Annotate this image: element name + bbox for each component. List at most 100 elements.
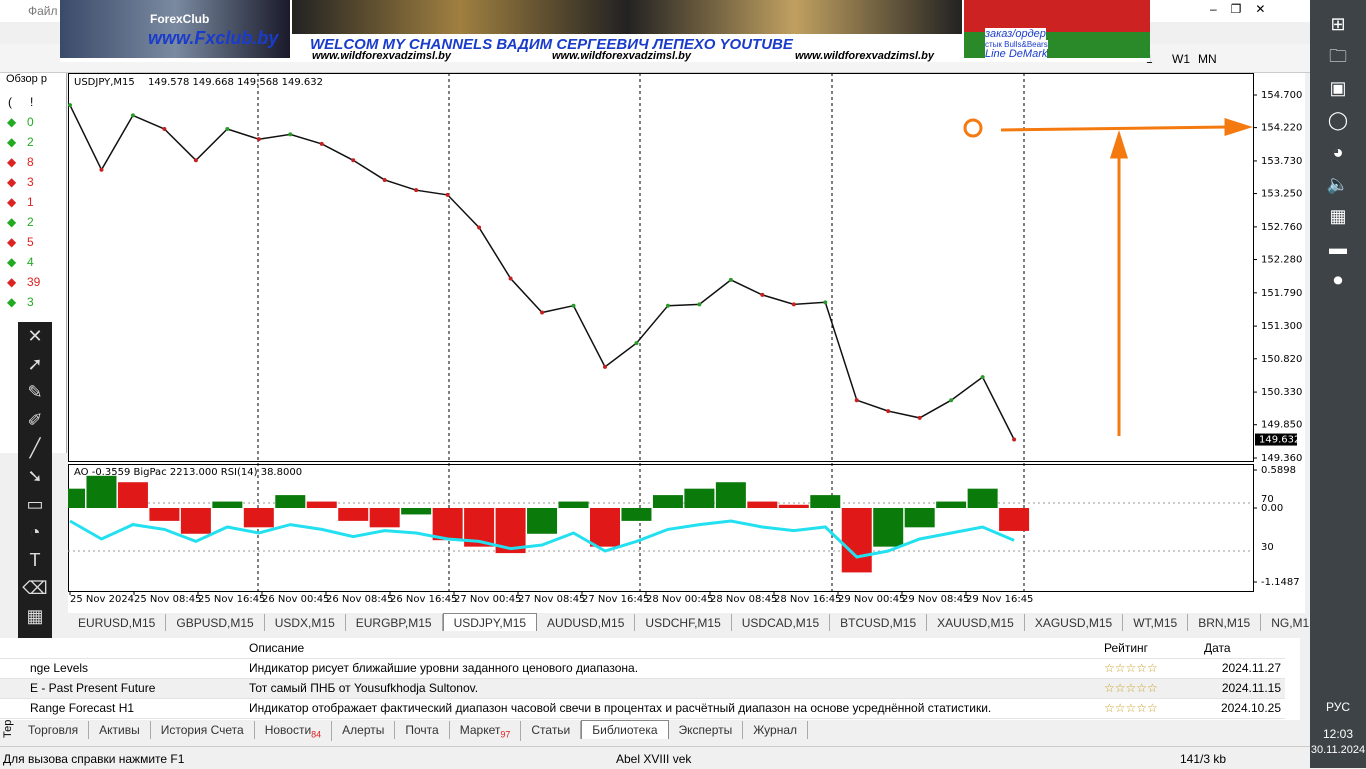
terminal-tab[interactable]: Статьи (521, 721, 582, 739)
symbol-tab[interactable]: USDCHF,M15 (635, 614, 732, 631)
x-tick-label: 29 Nov 16:45 (966, 594, 1033, 605)
mw-value[interactable]: 3 (27, 175, 34, 189)
mw-value[interactable]: 5 (27, 235, 34, 249)
period[interactable]: MN (1198, 52, 1217, 66)
price-point (665, 303, 670, 308)
tool-icons[interactable]: ✕➚✎✐╱➘▭◔T⌫▦—↔ (22, 326, 48, 682)
ao-bar (117, 482, 148, 508)
x-tick-label: 28 Nov 08:45 (710, 594, 777, 605)
taskbar-time[interactable]: 12:03 (1322, 727, 1354, 741)
mw-arrow: ◆ (7, 255, 17, 269)
tab-label: Журнал (753, 723, 798, 737)
banner-side: Line DeMark (985, 48, 1048, 60)
terminal-tab[interactable]: История Счета (151, 721, 255, 739)
status-bar: Для вызова справки нажмите F1 Abel XVIII… (0, 746, 1310, 769)
x-tick-label: 26 Nov 16:45 (390, 594, 457, 605)
terminal-tab[interactable]: Новости84 (255, 721, 333, 742)
ao-bar (306, 501, 337, 508)
rsi-tick-label: 30 (1261, 542, 1274, 553)
ao-bar (149, 507, 180, 521)
symbol-tab[interactable]: USDJPY,M15 (442, 613, 538, 631)
ao-bar (621, 507, 652, 521)
terminal-tab[interactable]: Эксперты (669, 721, 744, 739)
price-point (414, 188, 419, 193)
mw-value[interactable]: 8 (27, 155, 34, 169)
terminal-tab[interactable]: Маркет97 (450, 721, 522, 742)
column-header[interactable]: Рейтинг (1100, 638, 1200, 659)
symbol-tab[interactable]: EURGBP,M15 (346, 614, 443, 631)
x-tick-label: 29 Nov 08:45 (902, 594, 969, 605)
column-header[interactable]: Дата (1200, 638, 1285, 659)
x-tick-label: 26 Nov 00:45 (262, 594, 329, 605)
banner-link[interactable]: www.wildforexvadzimsl.by (795, 50, 934, 62)
terminal-tab[interactable]: Журнал (743, 721, 809, 739)
symbol-tab[interactable]: XAUUSD,M15 (927, 614, 1025, 631)
x-tick-label: 28 Nov 00:45 (646, 594, 713, 605)
rsi-tick-label: 70 (1261, 494, 1274, 505)
y-tick-label: 153.730 (1261, 156, 1302, 167)
symbol-tab[interactable]: GBPUSD,M15 (166, 614, 265, 631)
indicator-tick-label: 0.5898 (1261, 465, 1296, 476)
menu-file[interactable]: Файл (28, 4, 58, 18)
x-tick-label: 27 Nov 16:45 (582, 594, 649, 605)
price-point (697, 302, 702, 307)
symbol-tab[interactable]: AUDUSD,M15 (537, 614, 636, 631)
x-tick-label: 25 Nov 16:45 (198, 594, 265, 605)
symbol-tab[interactable]: NG,M15 (1261, 614, 1310, 631)
taskbar: ⊞ 🗀 ▣ ◯ ◕ 🔈 ▦ ▬ ⏺ РУС 12:03 30.11.2024 (1310, 0, 1366, 768)
window-controls[interactable]: –❐✕ (1210, 2, 1280, 16)
ao-bar (338, 507, 369, 521)
mw-value[interactable]: 39 (27, 275, 41, 289)
symbol-tab[interactable]: EURUSD,M15 (68, 614, 167, 631)
price-frame (68, 73, 1254, 462)
banner-link[interactable]: www.wildforexvadzimsl.by (552, 50, 691, 62)
terminal-tab[interactable]: Активы (89, 721, 151, 739)
ao-bar (401, 507, 432, 515)
y-tick-label: 154.220 (1261, 123, 1302, 134)
mw-value[interactable]: 2 (27, 135, 34, 149)
terminal-tab[interactable]: Алерты (332, 721, 396, 739)
mw-value[interactable]: 4 (27, 255, 34, 269)
ao-bar (527, 507, 558, 534)
terminal-tab[interactable]: Почта (395, 721, 450, 739)
taskbar-icons[interactable]: ⊞ 🗀 ▣ ◯ ◕ 🔈 ▦ ▬ ⏺ (1326, 14, 1350, 290)
mw-arrow: ◆ (7, 295, 17, 309)
symbol-tab[interactable]: XAGUSD,M15 (1025, 614, 1124, 631)
cell-name[interactable]: E - Past Present Future (0, 678, 245, 699)
tab-label: История Счета (160, 723, 244, 737)
cell-name[interactable]: nge Levels (0, 658, 245, 679)
period[interactable]: W1 (1172, 52, 1190, 66)
symbol-tab[interactable]: BTCUSD,M15 (830, 614, 928, 631)
ao-bar (810, 495, 841, 508)
table-row: Range Forecast H1 Индикатор отображает фа… (0, 698, 1285, 719)
y-tick-label: 153.250 (1261, 189, 1302, 200)
mw-arrow: ◆ (7, 135, 17, 149)
taskbar-date[interactable]: 30.11.2024 (1310, 744, 1366, 756)
banner-link[interactable]: www.wildforexvadzimsl.by (312, 50, 451, 62)
indicator-title: AO -0.3559 BigPac 2213.000 RSI(14) 38.80… (74, 467, 302, 478)
symbol-tab[interactable]: USDCAD,M15 (732, 614, 831, 631)
price-point (760, 292, 765, 297)
terminal-tab[interactable]: Библиотека (581, 720, 669, 739)
column-header[interactable]: Описание (245, 638, 1100, 659)
mw-value[interactable]: 2 (27, 215, 34, 229)
price-point (256, 137, 261, 142)
ao-bar (212, 501, 243, 508)
taskbar-lang[interactable]: РУС (1325, 700, 1351, 714)
symbol-tab[interactable]: WT,M15 (1123, 614, 1189, 631)
cell-name[interactable]: Range Forecast H1 (0, 698, 245, 719)
price-point (791, 302, 796, 307)
tab-label: Маркет (459, 723, 501, 737)
mw-value[interactable]: 1 (27, 195, 34, 209)
mw-arrow: ◆ (7, 115, 17, 129)
price-point (508, 276, 513, 281)
banner-strip (292, 0, 962, 34)
current-price-box (1255, 433, 1297, 446)
mw-value[interactable]: 3 (27, 295, 34, 309)
mw-value[interactable]: 0 (27, 115, 34, 129)
indicator-tick-label: -1.1487 (1261, 577, 1300, 588)
terminal-tab[interactable]: Торговля (18, 721, 90, 739)
symbol-tab[interactable]: USDX,M15 (265, 614, 346, 631)
symbol-tab[interactable]: BRN,M15 (1188, 614, 1262, 631)
x-tick-label: 28 Nov 16:45 (774, 594, 841, 605)
